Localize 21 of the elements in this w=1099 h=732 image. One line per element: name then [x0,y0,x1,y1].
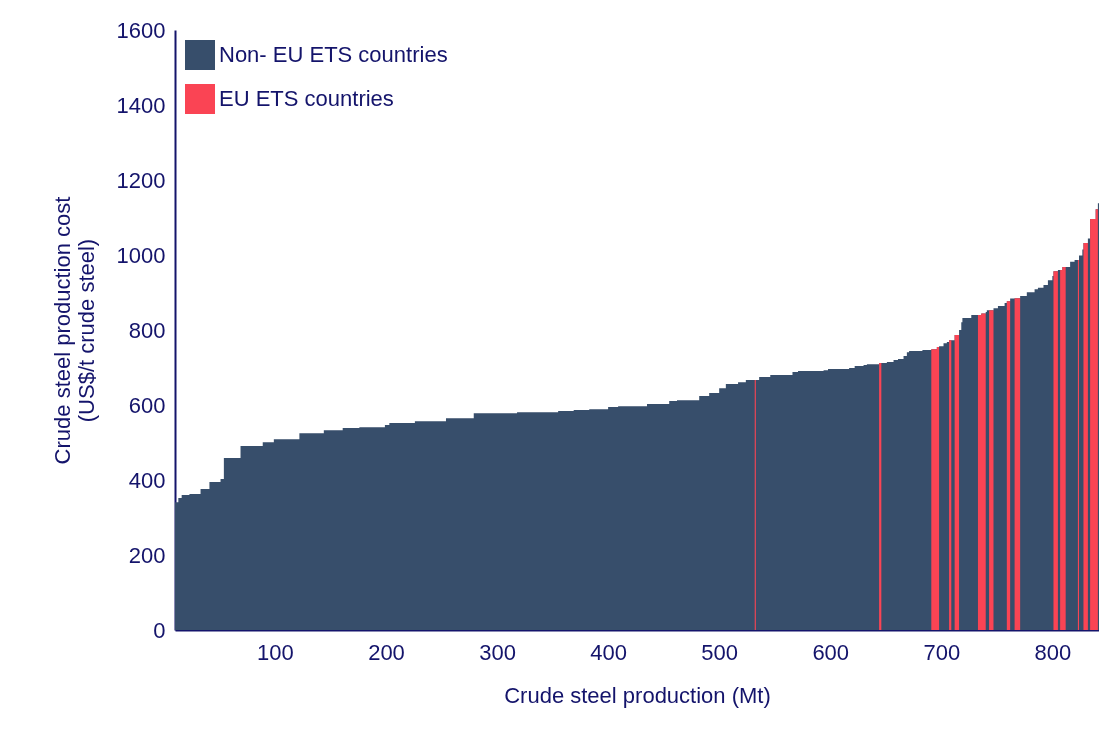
x-tick-label: 800 [1034,639,1072,665]
x-tick-label: 100 [257,639,294,665]
y-tick-label: 400 [128,467,166,493]
y-tick-label: 200 [128,542,166,568]
x-axis-title: Crude steel production (Mt) [504,682,771,708]
x-tick-label: 300 [479,639,516,665]
y-tick-label: 800 [128,317,166,343]
x-tick-label: 600 [812,639,850,665]
x-tick-label: 400 [590,639,627,665]
y-tick-label: 1200 [116,167,166,193]
x-tick-label: 200 [368,639,405,665]
y-axis-title: Crude steel production cost (US$/t crude steel) [49,196,99,465]
y-tick-label: 1600 [116,17,166,43]
x-tick-label: 700 [923,639,961,665]
x-tick-label: 500 [701,639,739,665]
legend-label: EU ETS countries [219,86,394,111]
legend-label: Non- EU ETS countries [219,42,448,67]
y-tick-label: 600 [128,392,166,418]
y-tick-label: 1000 [116,242,166,268]
y-tick-label: 1400 [116,92,166,118]
y-tick-label: 0 [153,617,166,643]
